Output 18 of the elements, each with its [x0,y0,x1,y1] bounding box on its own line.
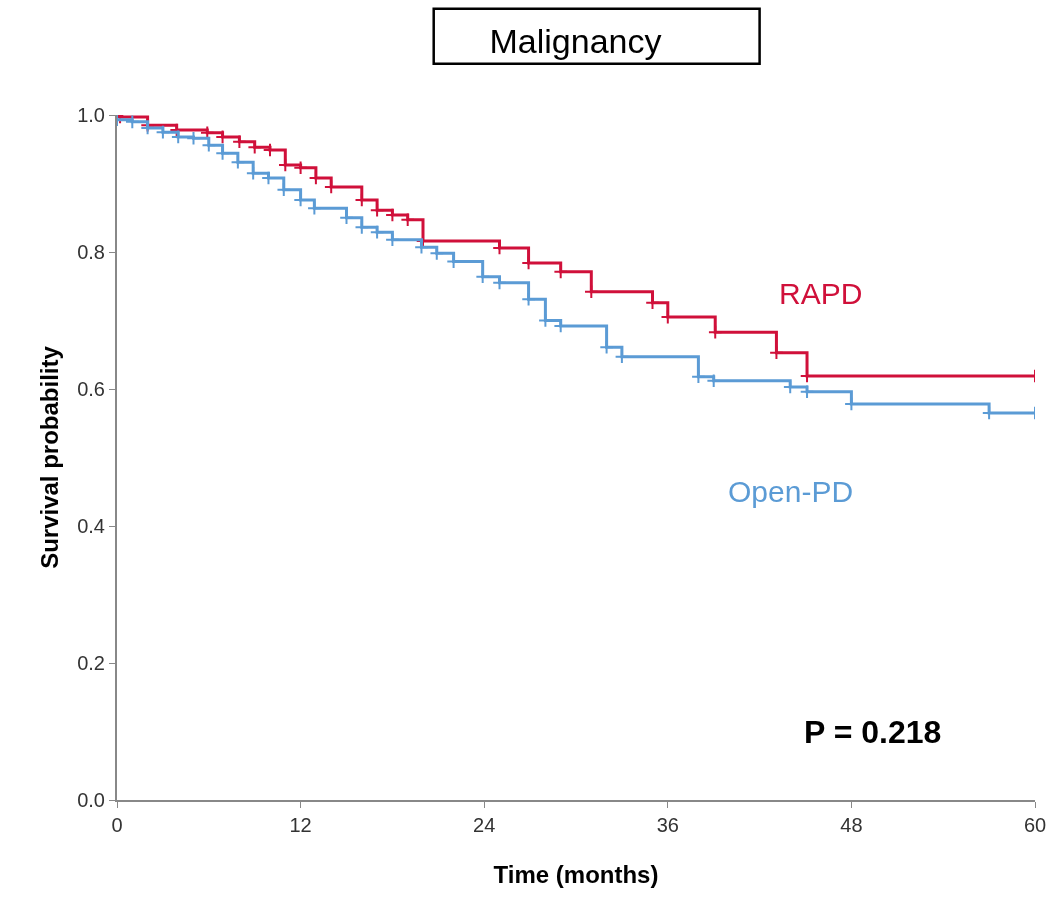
text: Open-PD [728,475,854,508]
y-tick-label: 0.6 [77,378,105,400]
x-tick-label: 0 [111,814,123,836]
x-tick-label: 12 [289,814,312,836]
series-label: RAPD [779,277,863,310]
y-tick-label: 0.4 [77,515,105,537]
x-tick-label: 60 [1023,814,1047,836]
y-axis-title: Survival probability [36,345,63,569]
x-tick-label: 24 [473,814,496,836]
chart-title: Malignancy [489,21,662,60]
y-tick-label: 0.0 [77,789,105,811]
x-axis-title: Time (months) [493,861,659,888]
y-tick-label: 0.2 [77,652,105,674]
y-tick-label: 1.0 [77,104,105,126]
x-tick-label: 36 [656,814,679,836]
x-tick-label: 48 [840,814,863,836]
annotation: P = 0.218 [804,714,942,750]
y-tick-label: 0.8 [77,241,105,263]
